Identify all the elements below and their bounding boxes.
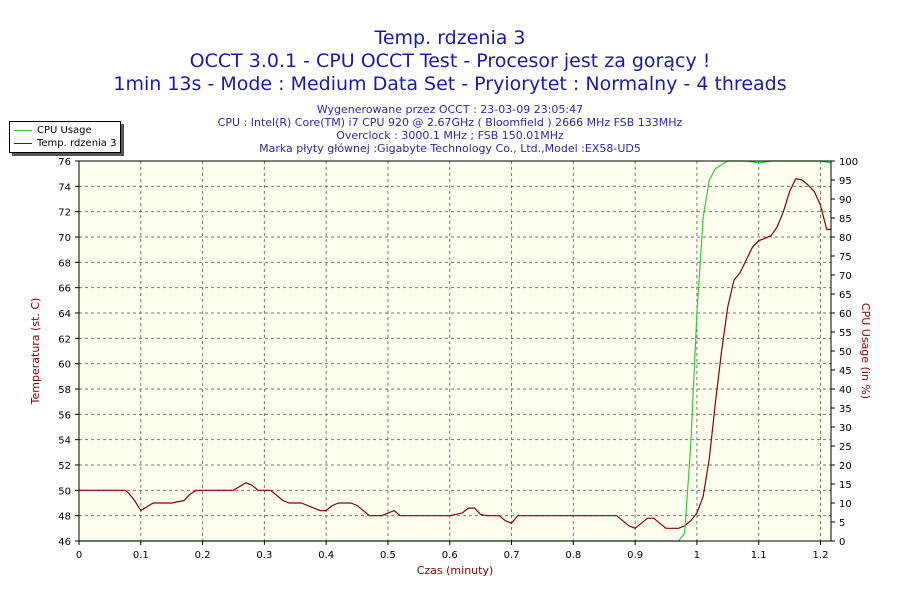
info-motherboard: Marka płyty głównej :Gigabyte Technology…	[259, 142, 641, 155]
y-right-tick-label: 95	[839, 176, 852, 187]
x-tick-label: 0.8	[565, 550, 581, 561]
y-tick-label: 76	[58, 157, 71, 168]
info-generated: Wygenerowane przez OCCT : 23-03-09 23:05…	[316, 103, 584, 116]
legend-label-cpu-usage: CPU Usage	[37, 125, 92, 136]
y-tick-label: 56	[58, 410, 71, 421]
chart-title-line-2: OCCT 3.0.1 - CPU OCCT Test - Procesor je…	[189, 50, 711, 72]
legend-entry-temp: Temp. rdzenia 3	[14, 137, 116, 150]
y-right-tick-label: 55	[839, 328, 852, 339]
grid	[79, 161, 831, 541]
y-tick-label: 68	[58, 258, 71, 269]
y-right-tick-label: 60	[839, 309, 852, 320]
y-tick-label: 58	[58, 385, 71, 396]
y-tick-label: 70	[58, 233, 71, 244]
y-right-tick-label: 100	[839, 157, 858, 168]
plot-area	[79, 161, 831, 541]
y-right-tick-label: 35	[839, 404, 852, 415]
x-tick-label: 0.7	[504, 550, 520, 561]
y-right-tick-label: 85	[839, 214, 852, 225]
y-right-tick-label: 10	[839, 499, 852, 510]
x-tick-label: 0	[76, 550, 82, 561]
legend-swatch-temp	[14, 142, 32, 144]
y-right-tick-label: 50	[839, 347, 852, 358]
y-tick-label: 74	[58, 182, 71, 193]
y-right-tick-label: 25	[839, 442, 852, 453]
info-cpu: CPU : Intel(R) Core(TM) i7 CPU 920 @ 2.6…	[217, 116, 683, 129]
x-axis-label: Czas (minuty)	[417, 564, 494, 577]
series-line-temp	[79, 178, 831, 529]
y-tick-label: 72	[58, 208, 71, 219]
y-right-tick-label: 30	[839, 423, 852, 434]
x-tick-label: 1.2	[813, 550, 829, 561]
info-overclock: Overclock : 3000.1 MHz ; FSB 150.01MHz	[336, 129, 564, 142]
y-axis-right-label: CPU Usage (in %)	[859, 303, 872, 399]
y-tick-label: 54	[58, 436, 71, 447]
x-tick-label: 0.4	[318, 550, 334, 561]
x-tick-label: 0.1	[133, 550, 149, 561]
y-tick-label: 66	[58, 284, 71, 295]
y-right-tick-label: 40	[839, 385, 852, 396]
y-right-tick-label: 15	[839, 480, 852, 491]
y-tick-label: 62	[58, 334, 71, 345]
y-right-tick-label: 45	[839, 366, 852, 377]
x-tick-label: 0.6	[442, 550, 458, 561]
y-right-tick-label: 0	[839, 537, 845, 548]
y-right-tick-label: 90	[839, 195, 852, 206]
chart-title-line-3: 1min 13s - Mode : Medium Data Set - Pryi…	[113, 73, 787, 95]
y-tick-label: 52	[58, 461, 71, 472]
y-tick-label: 60	[58, 360, 71, 371]
y-right-tick-label: 5	[839, 518, 845, 529]
legend: CPU Usage Temp. rdzenia 3	[9, 121, 121, 153]
chart-title-line-1: Temp. rdzenia 3	[374, 27, 526, 49]
x-tick-label: 0.3	[256, 550, 272, 561]
y-right-tick-label: 65	[839, 290, 852, 301]
y-tick-label: 64	[58, 309, 71, 320]
x-tick-label: 0.5	[380, 550, 396, 561]
y-tick-label: 50	[58, 486, 71, 497]
y-tick-label: 46	[58, 537, 71, 548]
x-tick-label: 0.2	[195, 550, 211, 561]
legend-label-temp: Temp. rdzenia 3	[37, 138, 117, 149]
x-tick-label: 1.1	[751, 550, 767, 561]
y-axis-label: Temperatura (st. C)	[29, 298, 42, 406]
y-right-tick-label: 20	[839, 461, 852, 472]
axes: 0 0.1 0.2 0.3 0.4 0.5 0.6 0.7 0.8 0.9 1 1.1 1.2 46 48 5…	[58, 157, 858, 561]
y-right-tick-label: 70	[839, 271, 852, 282]
legend-entry-cpu-usage: CPU Usage	[14, 124, 92, 137]
legend-swatch-cpu-usage	[14, 129, 32, 131]
x-tick-label: 0.9	[627, 550, 643, 561]
x-tick-label: 1	[694, 550, 700, 561]
y-tick-label: 48	[58, 512, 71, 523]
y-right-tick-label: 80	[839, 233, 852, 244]
y-right-tick-label: 75	[839, 252, 852, 263]
